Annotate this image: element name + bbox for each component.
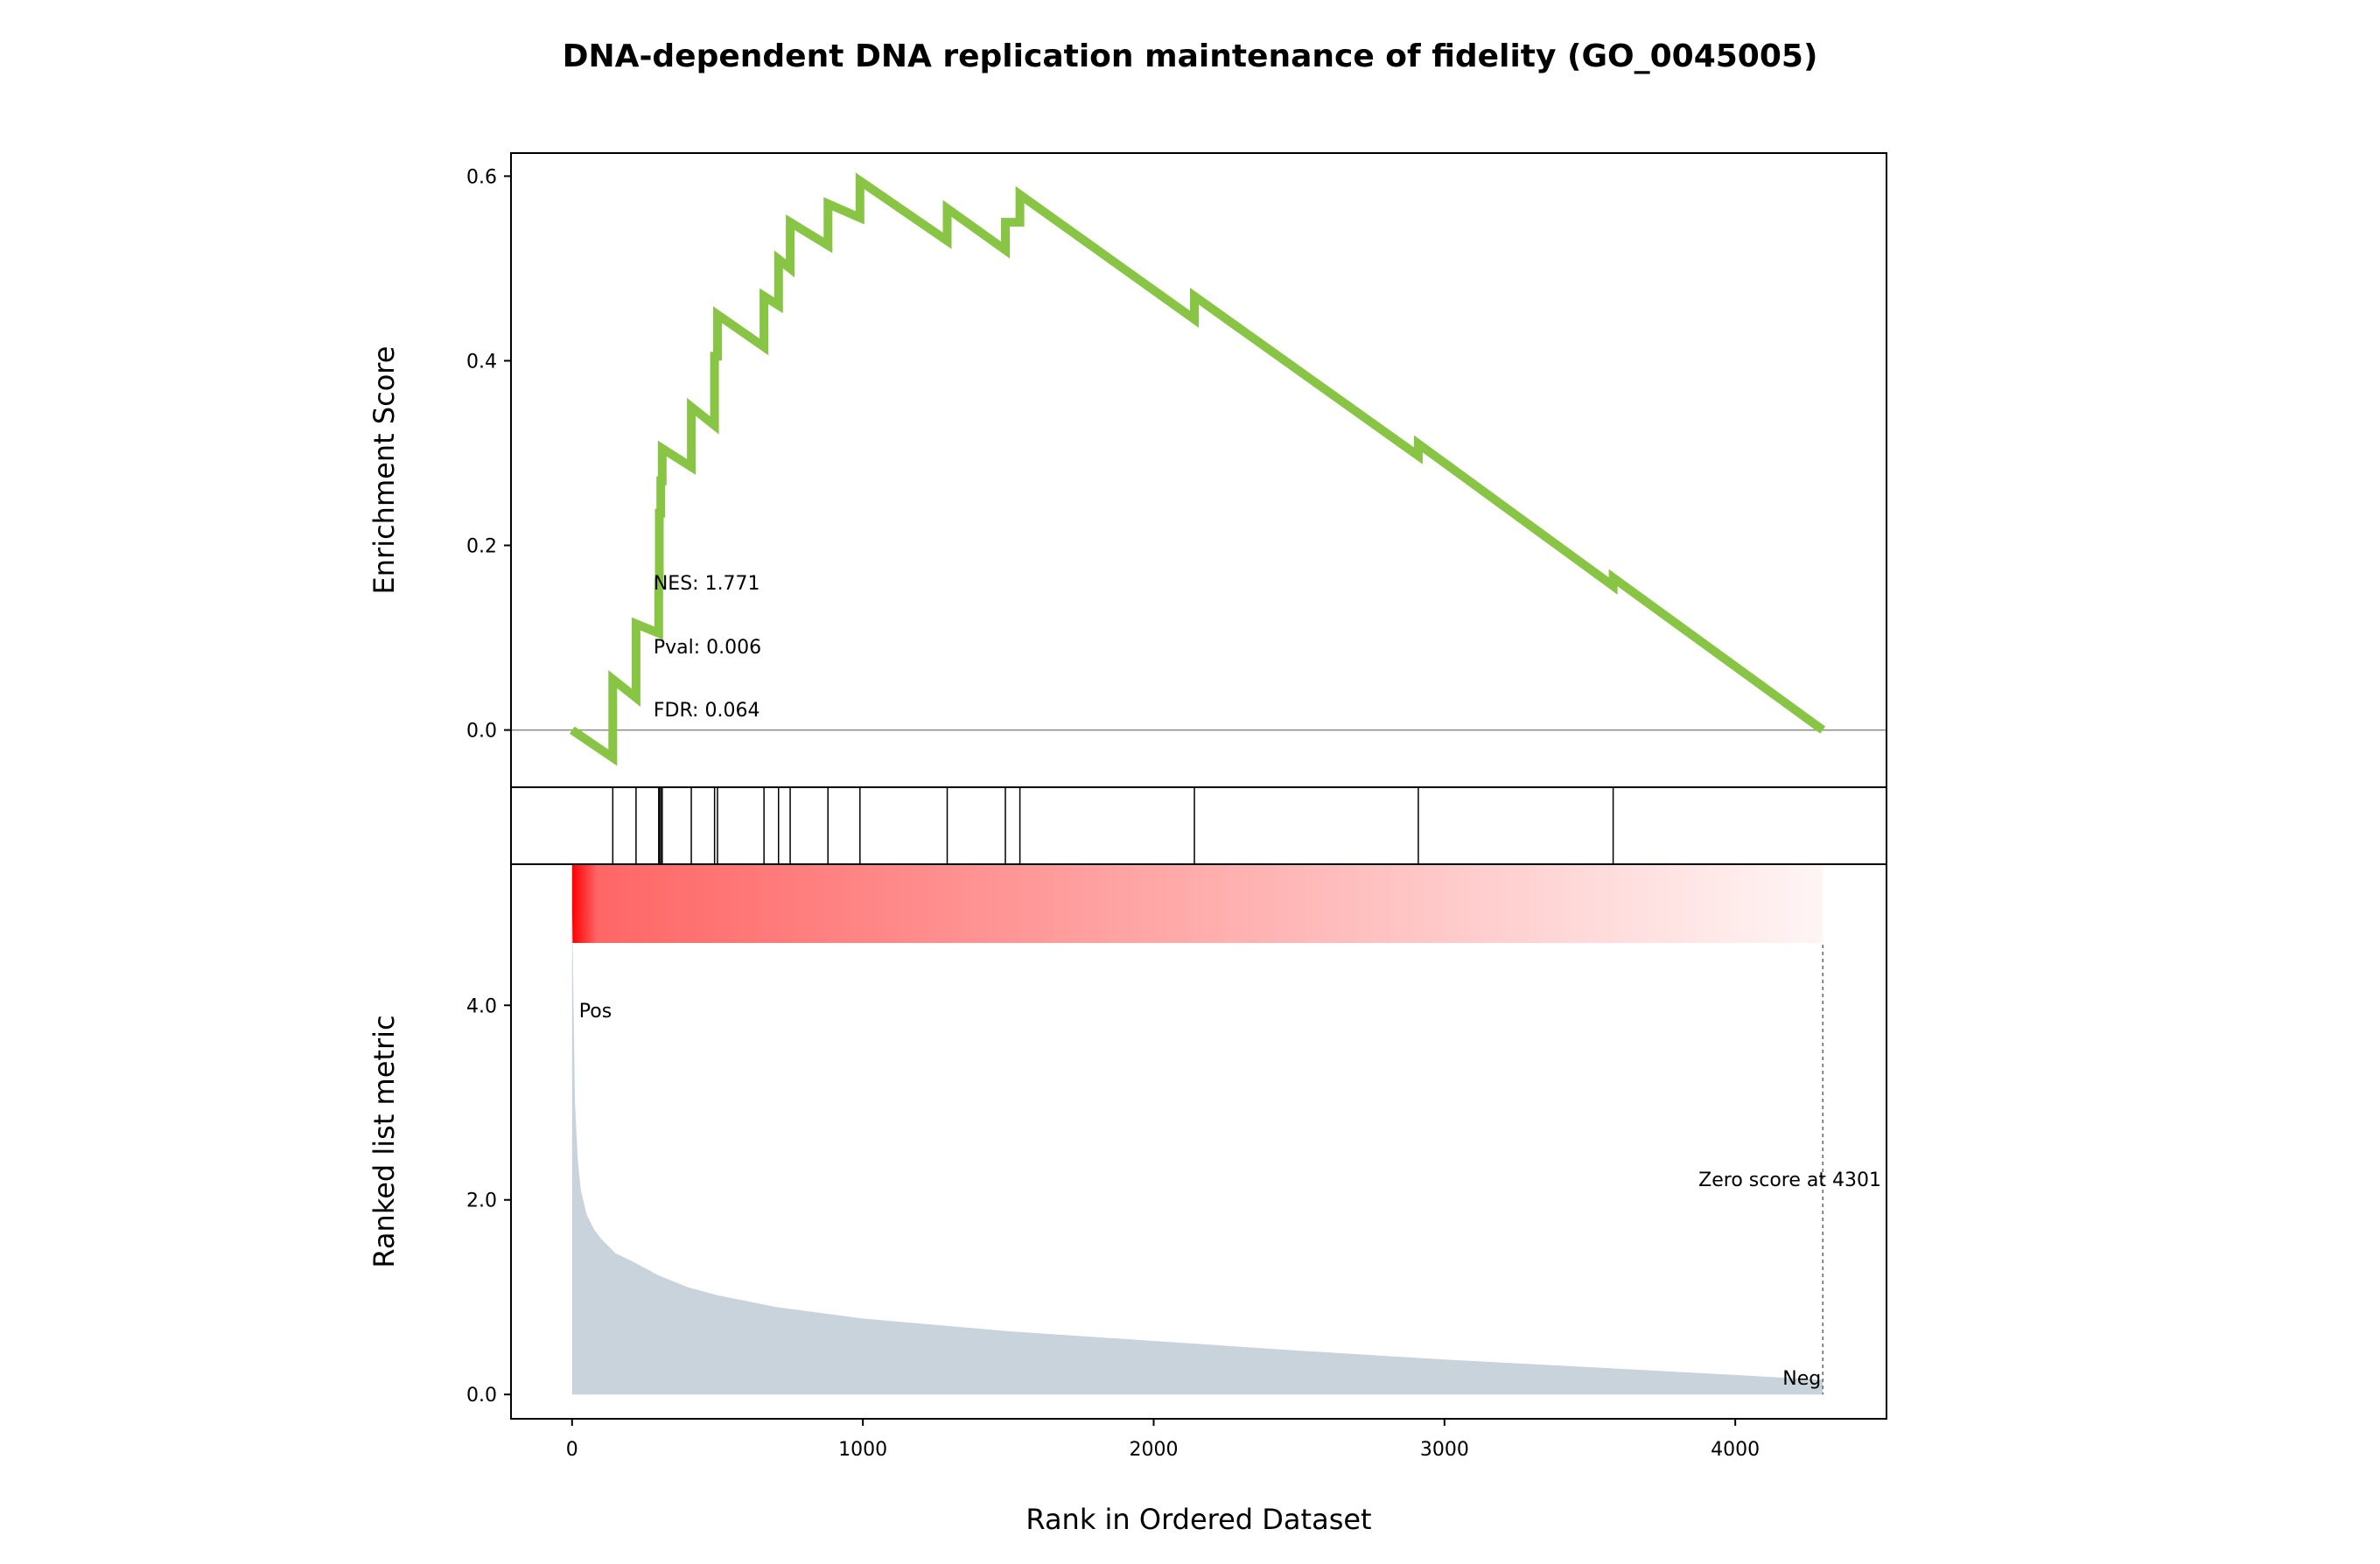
metric-y-axis-label: Ranked list metric [368, 1015, 401, 1267]
neg-label: Neg [1782, 1368, 1821, 1390]
chart-title: DNA-dependent DNA replication maintenanc… [563, 38, 1818, 74]
x-tick-label: 4000 [1711, 1439, 1760, 1461]
x-tick-label: 3000 [1420, 1439, 1469, 1461]
es-panel: 0.0 0.2 0.4 0.6 NES: 1.771 Pval: 0.006 FDR:… [368, 152, 1887, 788]
pval-annotation: Pval: 0.006 [654, 637, 761, 659]
es-y-ticks: 0.0 0.2 0.4 0.6 [466, 166, 511, 743]
metric-y-tick-label: 4.0 [466, 995, 497, 1017]
x-axis-label: Rank in Ordered Dataset [1026, 1503, 1371, 1536]
ranked-metric-area [571, 903, 1824, 1395]
es-panel-frame [510, 152, 1887, 788]
metric-panel: Zero score at 4301 Pos Neg 0.0 2.0 4.0 Ran… [368, 863, 1887, 1536]
pos-label: Pos [579, 1001, 612, 1023]
x-tick-label: 0 [566, 1439, 578, 1461]
metric-y-ticks: 0.0 2.0 4.0 [466, 995, 511, 1407]
es-y-tick-label: 0.2 [466, 536, 497, 558]
nes-annotation: NES: 1.771 [654, 573, 760, 595]
es-y-tick-label: 0.6 [466, 166, 497, 188]
es-y-tick-label: 0.0 [466, 721, 497, 743]
es-curve [569, 172, 1826, 766]
rank-heatmap-bar [571, 864, 1824, 943]
x-tick-label: 1000 [838, 1439, 887, 1461]
hits-panel [510, 786, 1887, 865]
metric-panel-frame [510, 863, 1887, 1420]
fdr-annotation: FDR: 0.064 [654, 700, 760, 722]
x-tick-label: 2000 [1129, 1439, 1178, 1461]
es-y-axis-label: Enrichment Score [368, 346, 401, 595]
hit-lines [612, 787, 1614, 864]
metric-y-tick-label: 2.0 [466, 1190, 497, 1212]
zero-score-label: Zero score at 4301 [1698, 1170, 1881, 1191]
es-y-tick-label: 0.4 [466, 351, 497, 373]
metric-y-tick-label: 0.0 [466, 1385, 497, 1407]
x-axis-ticks: 0 1000 2000 3000 4000 [566, 1419, 1760, 1461]
